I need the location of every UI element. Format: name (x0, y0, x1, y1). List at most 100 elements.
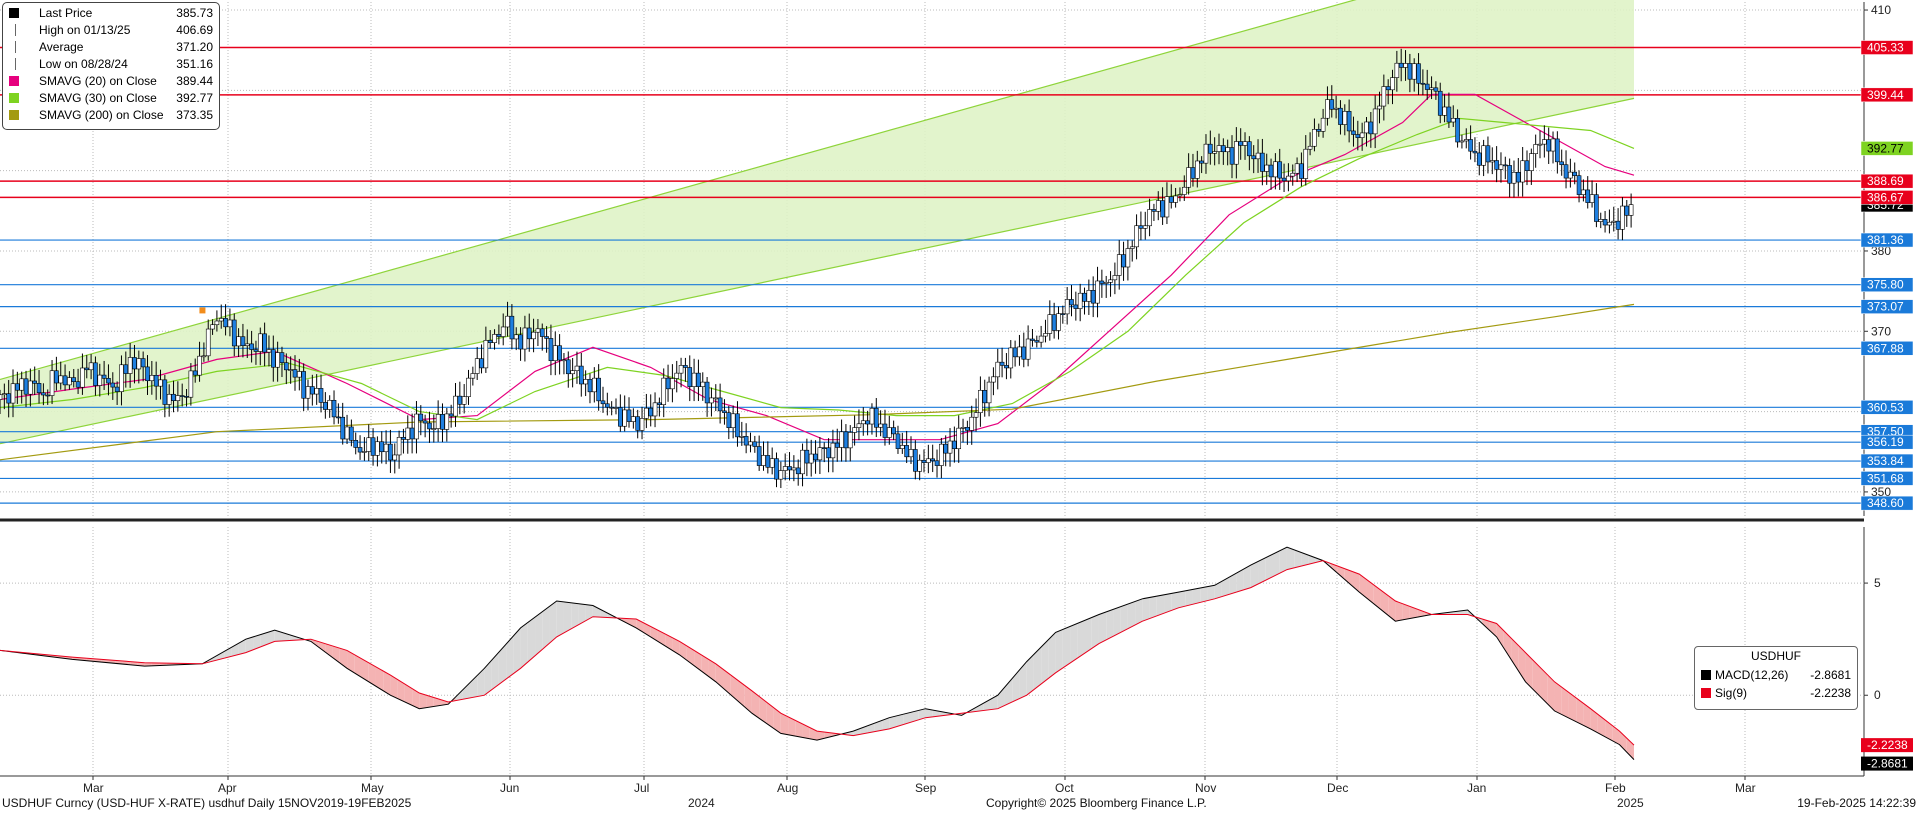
macd-histogram-fill (1019, 661, 1027, 699)
resistance-level-label: 388.69 (1867, 174, 1904, 188)
macd-histogram-fill (1142, 597, 1150, 622)
candle-body (1004, 365, 1009, 369)
candle-body (19, 378, 24, 391)
candle-body (882, 423, 888, 438)
macd-histogram-fill (433, 697, 442, 707)
candle-body (574, 365, 580, 371)
macd-histogram-fill (629, 618, 637, 628)
macd-histogram-fill (889, 715, 897, 729)
candle-body (1164, 196, 1170, 218)
candle-body (427, 422, 432, 430)
macd-axis-label-bg (1861, 756, 1913, 771)
candle-body (127, 357, 133, 374)
macd-histogram-fill (477, 668, 485, 697)
candle-body (123, 364, 129, 374)
candle-body (678, 365, 684, 374)
candle-body (136, 358, 142, 370)
resistance-level-label-bg (1860, 173, 1914, 189)
candle-body (1199, 160, 1204, 164)
candle-body (1411, 63, 1417, 80)
candle-body (175, 395, 181, 401)
x-year-label: 2025 (1617, 796, 1644, 810)
candle-body (1247, 141, 1252, 157)
candle-body (1403, 63, 1408, 68)
candle-body (717, 397, 723, 412)
candle-body (1112, 275, 1118, 281)
candle-body (483, 340, 489, 369)
candle-body (392, 454, 398, 461)
legend-row: Average 371.20 (7, 39, 215, 55)
candle-body (917, 459, 922, 472)
sig-value: -2.2238 (1810, 686, 1851, 700)
candle-body (565, 359, 571, 375)
candle-body (1351, 130, 1356, 135)
macd-histogram-fill (737, 679, 745, 707)
macd-histogram-fill (874, 720, 883, 732)
candle-body (188, 370, 194, 398)
macd-histogram-fill (1127, 601, 1136, 629)
macd-histogram-fill (817, 731, 825, 741)
candle-body (952, 440, 957, 450)
macd-histogram-fill (1279, 547, 1287, 574)
candle-body (587, 379, 593, 393)
macd-value: -2.8681 (1810, 668, 1851, 682)
candle-body (1151, 209, 1157, 212)
candle-body (1264, 164, 1270, 172)
candle-body (41, 392, 46, 396)
legend-swatch (9, 93, 19, 103)
candle-body (236, 336, 241, 347)
macd-histogram-fill (1120, 604, 1128, 633)
macd-histogram-fill (267, 630, 275, 645)
candle-body (1312, 129, 1317, 147)
candle-body (869, 407, 875, 425)
macd-y-tick-label: 0 (1874, 688, 1881, 702)
macd-histogram-fill (1373, 584, 1381, 610)
candle-body (1533, 144, 1538, 154)
macd-histogram-fill (491, 652, 499, 690)
candle-body (756, 446, 762, 466)
support-level-label: 375.80 (1867, 278, 1904, 292)
candle-body (231, 319, 237, 347)
candle-body (153, 375, 159, 387)
candle-body (10, 383, 16, 404)
candle-body (557, 345, 562, 361)
candle-body (635, 416, 640, 431)
support-level-label-bg (1860, 299, 1914, 314)
candle-body (84, 367, 90, 371)
candle-body (1463, 139, 1469, 142)
support-level-label-bg (1860, 434, 1914, 450)
macd-histogram-fill (983, 699, 991, 711)
candle-body (700, 381, 706, 387)
support-level-label: 381.36 (1867, 233, 1904, 247)
candle-body (310, 386, 315, 395)
candle-body (713, 397, 719, 400)
support-level-label-bg (1860, 400, 1914, 415)
macd-legend-title: USDHUF (1751, 649, 1801, 663)
macd-histogram-fill (1409, 606, 1418, 619)
candle-body (774, 458, 779, 480)
candle-body (1424, 83, 1430, 90)
legend-label: High on 01/13/25 (39, 23, 131, 37)
candle-body (1268, 164, 1274, 178)
macd-histogram-fill (556, 601, 564, 637)
macd-histogram-fill (910, 710, 919, 723)
candle-body (396, 437, 402, 456)
candle-body (370, 437, 376, 456)
legend-value: 406.69 (176, 23, 213, 37)
candle-body (119, 364, 124, 392)
candle-body (479, 358, 484, 369)
candle-body (795, 467, 801, 475)
candle-body (1177, 194, 1183, 197)
candle-body (1381, 86, 1387, 107)
candle-body (1051, 314, 1057, 331)
macd-histogram-fill (520, 622, 528, 669)
macd-histogram-fill (1344, 568, 1353, 586)
macd-histogram-fill (513, 627, 521, 674)
macd-histogram-fill (1185, 589, 1193, 606)
candle-body (787, 466, 792, 471)
support-level-label-bg (1860, 471, 1914, 486)
candle-body (973, 412, 979, 418)
candle-body (1338, 107, 1343, 125)
macd-histogram-fill (744, 685, 752, 714)
